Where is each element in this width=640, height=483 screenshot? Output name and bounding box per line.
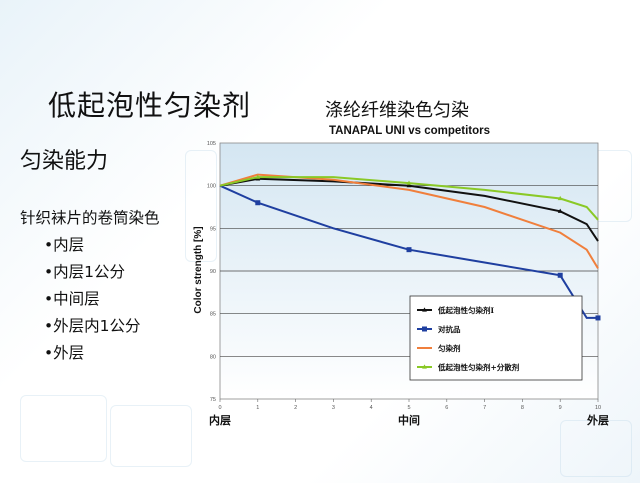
- bullet-item: •外层内1公分: [44, 317, 141, 335]
- y-tick-label: 105: [207, 141, 216, 147]
- slide-title: 低起泡性匀染剂: [48, 89, 252, 122]
- data-point: [595, 315, 601, 321]
- bullet-item: •外层: [44, 344, 85, 362]
- slide-subtitle: 匀染能力: [20, 149, 109, 174]
- data-point: [406, 180, 412, 185]
- x-category-label: 内层: [209, 413, 231, 427]
- data-point: [255, 200, 261, 206]
- x-category-label: 外层: [586, 413, 609, 427]
- x-tick-label: 5: [407, 405, 410, 411]
- x-tick-label: 2: [294, 405, 297, 411]
- x-tick-label: 10: [595, 405, 601, 411]
- legend-box: [409, 295, 583, 381]
- y-axis: 75 80 85 90 95 100 105: [207, 141, 216, 403]
- series: [219, 173, 599, 269]
- x-tick-label: 3: [332, 405, 335, 411]
- x-tick-label: 7: [483, 405, 486, 411]
- bullet-item: •中间层: [44, 290, 100, 308]
- x-tick-label: 9: [559, 405, 562, 411]
- data-point: [406, 247, 412, 253]
- y-tick-label: 85: [210, 312, 216, 318]
- legend-label: 低起泡性匀染剂I: [437, 305, 494, 315]
- x-axis: 0 1 2 3 4 5 6 7 8 9 10: [218, 399, 601, 411]
- data-point: [406, 183, 412, 188]
- legend-marker: [422, 364, 427, 369]
- series-line: [219, 173, 599, 269]
- data-point: [255, 174, 261, 179]
- chart-title: 涤纶纤维染色匀染: [325, 100, 469, 121]
- y-tick-label: 90: [210, 269, 216, 275]
- slide-description: 针织袜片的卷筒染色: [20, 209, 160, 227]
- x-category-label: 中间: [398, 413, 420, 427]
- chart-subtitle: TANAPAL UNI vs competitors: [329, 125, 491, 137]
- legend-marker: [422, 307, 427, 312]
- x-tick-label: 0: [218, 405, 221, 411]
- data-point: [557, 272, 563, 278]
- bullet-item: •内层: [44, 236, 85, 254]
- y-tick-label: 95: [210, 226, 216, 232]
- y-tick-label: 80: [210, 354, 216, 360]
- data-point: [557, 208, 563, 213]
- x-tick-label: 6: [445, 405, 448, 411]
- y-tick-label: 75: [210, 397, 216, 403]
- series: [219, 174, 599, 221]
- legend-label: 低起泡性匀染剂+分散剂: [437, 362, 520, 372]
- x-tick-label: 8: [521, 405, 524, 411]
- data-point: [557, 195, 563, 201]
- x-category-labels: 内层 中间 外层: [209, 413, 609, 427]
- bullet-list: •内层 •内层1公分 •中间层 •外层内1公分 •外层: [44, 232, 141, 367]
- y-axis-label: Color strength [%]: [193, 226, 204, 313]
- series-line: [219, 177, 599, 242]
- x-tick-label: 4: [370, 405, 373, 411]
- y-tick-label: 100: [207, 184, 216, 190]
- legend-label: 对抗品: [438, 324, 461, 334]
- series-line: [219, 176, 599, 221]
- legend-marker: [422, 326, 427, 332]
- legend-label: 匀染剂: [438, 343, 461, 353]
- x-tick-label: 1: [256, 405, 259, 411]
- bullet-item: •内层1公分: [44, 263, 126, 281]
